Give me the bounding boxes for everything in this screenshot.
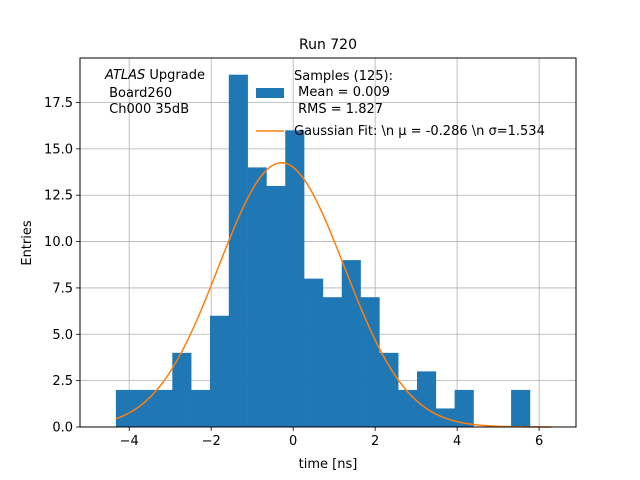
histogram-bar: [266, 185, 286, 427]
grid-lines: [80, 58, 576, 428]
y-tick-label: 12.5: [44, 189, 73, 204]
legend-samples-line-3: RMS = 1.827: [294, 102, 383, 117]
histogram-bar: [398, 389, 418, 427]
y-axis-ticks: 0.0 2.5 5.0 7.5 10.0 12.5 15.0 17.5: [44, 96, 80, 436]
histogram-bar: [454, 389, 474, 427]
plot-frame: [79, 57, 577, 428]
legend: Samples (125): Mean = 0.009 RMS = 1.827 …: [256, 69, 545, 139]
x-tick-label: −4: [120, 434, 139, 449]
histogram-bar: [115, 389, 135, 427]
x-tick-label: 0: [289, 434, 297, 449]
histogram-bar: [511, 389, 531, 427]
histogram-bar: [247, 167, 267, 427]
y-tick-label: 15.0: [44, 142, 73, 157]
y-tick-label: 10.0: [44, 235, 73, 250]
legend-fit-label: Gaussian Fit: \n μ = -0.286 \n σ=1.534: [294, 124, 545, 139]
histogram-bar: [191, 389, 211, 427]
annotation-atlas: ATLAS: [104, 68, 145, 83]
y-tick-label: 17.5: [44, 96, 73, 111]
histogram-bar: [322, 297, 343, 427]
x-axis-ticks: −4 −2 0 2 4 6: [120, 427, 543, 449]
histogram-bars: [115, 74, 531, 427]
legend-swatch-samples: [256, 88, 284, 98]
chart-title: Run 720: [299, 37, 357, 53]
histogram-bar: [153, 389, 173, 427]
atlas-annotation: ATLAS Upgrade Board260 Ch000 35dB: [104, 68, 205, 117]
x-tick-label: 6: [535, 434, 543, 449]
histogram-bar: [341, 260, 361, 427]
histogram-bar: [416, 371, 437, 427]
annotation-line-3: Ch000 35dB: [105, 102, 189, 117]
histogram-bar: [285, 130, 305, 427]
annotation-line-1: ATLAS Upgrade: [104, 68, 205, 83]
x-tick-label: 2: [371, 434, 379, 449]
histogram-bar: [379, 352, 399, 427]
histogram-bar: [209, 315, 230, 427]
x-tick-label: 4: [453, 434, 461, 449]
legend-samples-line-1: Samples (125):: [294, 69, 393, 84]
y-axis-label: Entries: [20, 220, 35, 266]
histogram-bar: [228, 74, 248, 427]
y-tick-label: 2.5: [52, 374, 73, 389]
legend-samples-line-2: Mean = 0.009: [294, 85, 390, 100]
histogram-bar: [172, 352, 192, 427]
annotation-line-2: Board260: [105, 86, 172, 101]
histogram-bar: [304, 278, 324, 427]
annotation-upgrade: Upgrade: [145, 68, 205, 83]
y-tick-label: 0.0: [52, 421, 73, 436]
gaussian-fit-line: [115, 162, 552, 428]
x-tick-label: −2: [202, 434, 221, 449]
y-tick-label: 7.5: [52, 281, 73, 296]
y-tick-label: 5.0: [52, 328, 73, 343]
x-axis-label: time [ns]: [299, 457, 358, 472]
histogram-bar: [360, 297, 380, 427]
